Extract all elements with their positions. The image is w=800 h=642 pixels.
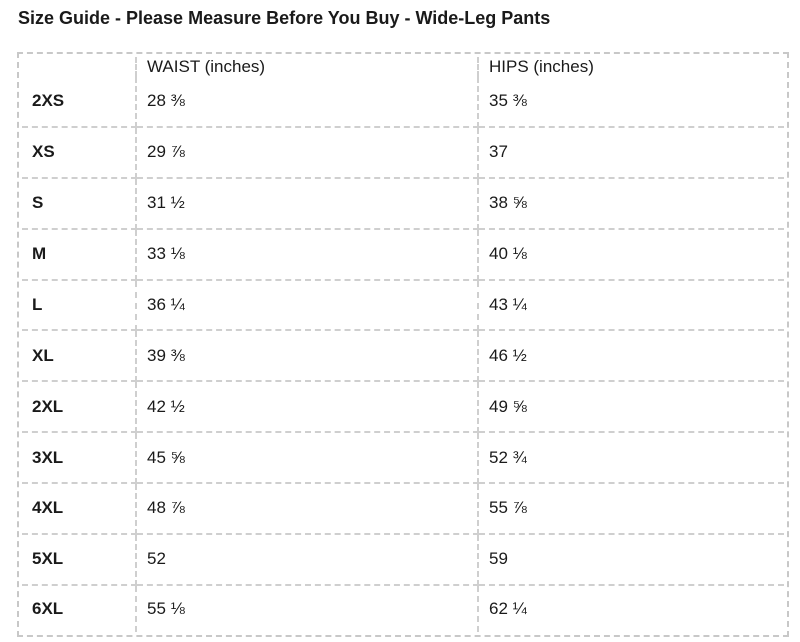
table-row: L 36 ¼ 43 ¼ bbox=[22, 280, 784, 332]
size-cell: S bbox=[22, 178, 137, 230]
size-cell: 6XL bbox=[22, 585, 137, 632]
waist-cell: 28 ⅜ bbox=[137, 77, 479, 128]
size-cell: 5XL bbox=[22, 534, 137, 586]
size-cell: L bbox=[22, 280, 137, 332]
table-row: XS 29 ⅞ 37 bbox=[22, 127, 784, 179]
hips-cell: 59 bbox=[479, 535, 784, 586]
table-row: 2XS 28 ⅜ 35 ⅜ bbox=[22, 77, 784, 128]
size-table: WAIST (inches) HIPS (inches) 2XS 28 ⅜ 35… bbox=[22, 57, 784, 632]
waist-cell: 55 ⅛ bbox=[137, 585, 479, 632]
hips-cell: 35 ⅜ bbox=[479, 77, 784, 128]
size-cell: 2XL bbox=[22, 382, 137, 434]
table-row: 4XL 48 ⅞ 55 ⅞ bbox=[22, 484, 784, 535]
table-header-row: WAIST (inches) HIPS (inches) bbox=[22, 57, 784, 77]
table-row: S 31 ½ 38 ⅝ bbox=[22, 178, 784, 230]
hips-cell: 52 ¾ bbox=[479, 433, 784, 484]
hips-cell: 62 ¼ bbox=[489, 598, 527, 618]
header-hips: HIPS (inches) bbox=[489, 57, 594, 76]
waist-cell: 45 ⅝ bbox=[137, 433, 479, 484]
page-title: Size Guide - Please Measure Before You B… bbox=[18, 8, 551, 28]
hips-cell: 55 ⅞ bbox=[479, 484, 784, 535]
size-cell: XS bbox=[22, 127, 137, 179]
hips-cell: 37 bbox=[479, 128, 784, 179]
hips-cell: 43 ¼ bbox=[479, 281, 784, 332]
table-row: 6XL 55 ⅛ 62 ¼ bbox=[22, 585, 784, 632]
size-cell: 3XL bbox=[22, 433, 137, 484]
table-row: XL 39 ⅜ 46 ½ bbox=[22, 331, 784, 383]
header-size bbox=[22, 57, 137, 77]
table-row: 2XL 42 ½ 49 ⅝ bbox=[22, 382, 784, 434]
size-table-container: WAIST (inches) HIPS (inches) 2XS 28 ⅜ 35… bbox=[17, 52, 789, 637]
size-cell: XL bbox=[22, 331, 137, 383]
waist-cell: 48 ⅞ bbox=[137, 484, 479, 535]
table-row: 5XL 52 59 bbox=[22, 534, 784, 586]
waist-cell: 29 ⅞ bbox=[137, 127, 479, 179]
waist-cell: 52 bbox=[137, 534, 479, 586]
size-cell: M bbox=[22, 229, 137, 281]
waist-cell: 39 ⅜ bbox=[137, 331, 479, 383]
table-row: M 33 ⅛ 40 ⅛ bbox=[22, 229, 784, 281]
hips-cell: 49 ⅝ bbox=[479, 382, 784, 434]
waist-cell: 33 ⅛ bbox=[137, 229, 479, 281]
size-cell: 2XS bbox=[22, 77, 137, 128]
waist-cell: 36 ¼ bbox=[137, 280, 479, 332]
waist-cell: 42 ½ bbox=[137, 382, 479, 434]
size-cell: 4XL bbox=[22, 484, 137, 535]
hips-cell: 40 ⅛ bbox=[479, 230, 784, 281]
hips-cell: 46 ½ bbox=[479, 331, 784, 383]
table-row: 3XL 45 ⅝ 52 ¾ bbox=[22, 433, 784, 484]
waist-cell: 31 ½ bbox=[137, 178, 479, 230]
hips-cell: 38 ⅝ bbox=[479, 179, 784, 230]
header-waist: WAIST (inches) bbox=[137, 57, 479, 77]
